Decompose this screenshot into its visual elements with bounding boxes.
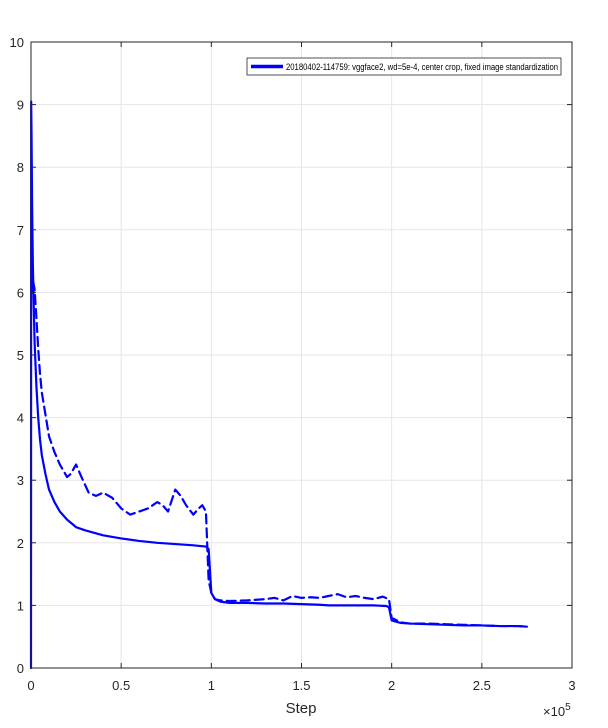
y-tick-label: 7 bbox=[17, 223, 24, 238]
series-lines bbox=[29, 100, 529, 670]
y-tick-label: 9 bbox=[17, 98, 24, 113]
x-tick-label: 0 bbox=[27, 678, 34, 693]
y-tick-labels: 0 1 2 3 4 5 6 7 8 9 10 bbox=[10, 35, 24, 676]
tick-marks bbox=[30, 41, 573, 669]
x-exponent-power: 5 bbox=[565, 702, 571, 713]
y-tick-label: 1 bbox=[17, 598, 24, 613]
x-axis-label: Step bbox=[286, 700, 317, 717]
y-tick-label: 10 bbox=[10, 35, 24, 50]
series-line-dashed bbox=[30, 278, 529, 628]
x-tick-labels: 0 0.5 1 1.5 2 2.5 3 bbox=[27, 678, 575, 693]
y-tick-label: 4 bbox=[17, 411, 24, 426]
x-tick-label: 1.5 bbox=[292, 678, 310, 693]
y-tick-label: 2 bbox=[17, 536, 24, 551]
x-tick-label: 2 bbox=[388, 678, 395, 693]
y-tick-label: 5 bbox=[17, 348, 24, 363]
x-exponent-base: ×10 bbox=[543, 704, 565, 719]
x-tick-label: 0.5 bbox=[112, 678, 130, 693]
legend-label: 20180402-114759: vggface2, wd=5e-4, cent… bbox=[286, 62, 558, 72]
legend-box bbox=[246, 57, 562, 76]
y-tick-label: 3 bbox=[17, 473, 24, 488]
x-tick-label: 1 bbox=[208, 678, 215, 693]
legend: 20180402-114759: vggface2, wd=5e-4, cent… bbox=[246, 57, 562, 76]
y-tick-label: 8 bbox=[17, 160, 24, 175]
x-exponent-label: ×105 bbox=[543, 702, 571, 719]
grid bbox=[31, 42, 572, 668]
y-tick-label: 0 bbox=[17, 661, 24, 676]
x-tick-label: 3 bbox=[568, 678, 575, 693]
x-tick-label: 2.5 bbox=[473, 678, 491, 693]
y-tick-label: 6 bbox=[17, 285, 24, 300]
